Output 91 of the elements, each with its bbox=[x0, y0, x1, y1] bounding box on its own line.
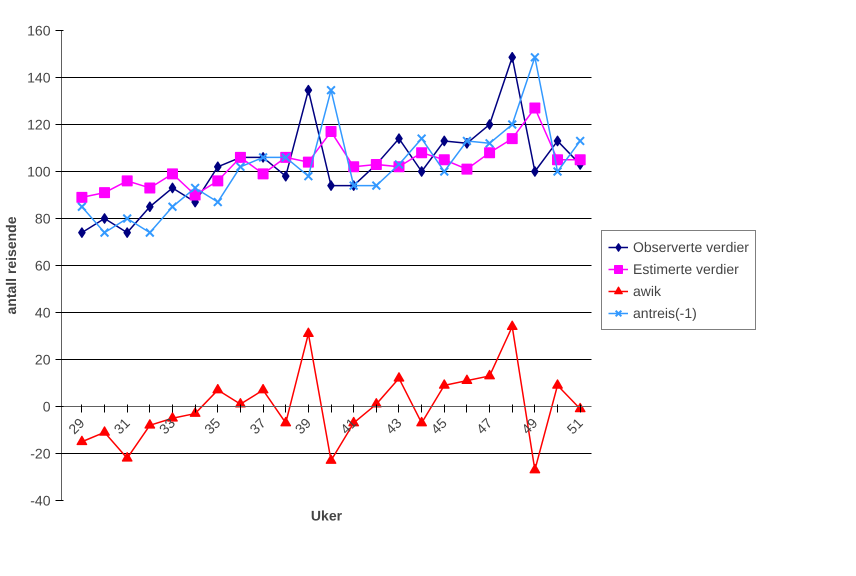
x-tick-label: 47 bbox=[472, 414, 496, 438]
point bbox=[303, 171, 314, 182]
point bbox=[100, 213, 108, 224]
legend-label: awik bbox=[633, 283, 662, 299]
point bbox=[302, 327, 314, 338]
y-tick-label: 80 bbox=[34, 210, 51, 226]
point bbox=[416, 134, 427, 144]
point bbox=[282, 170, 290, 182]
y-tick-label: 140 bbox=[27, 70, 51, 86]
point bbox=[99, 187, 110, 198]
point bbox=[531, 166, 539, 177]
point bbox=[123, 227, 132, 238]
x-tick-label: 37 bbox=[246, 414, 269, 438]
x-tick-label: 33 bbox=[156, 414, 178, 438]
point bbox=[122, 175, 133, 186]
point bbox=[508, 52, 516, 63]
point bbox=[326, 85, 336, 96]
x-tick-label: 49 bbox=[518, 414, 541, 438]
y-tick-label: 160 bbox=[27, 22, 51, 38]
point bbox=[529, 102, 540, 114]
point bbox=[574, 154, 586, 166]
point bbox=[236, 162, 246, 172]
legend-label: Observerte verdier bbox=[633, 239, 749, 255]
point bbox=[552, 379, 564, 389]
x-tick-label: 35 bbox=[201, 414, 224, 438]
x-tick-label: 41 bbox=[337, 414, 360, 438]
point bbox=[416, 416, 428, 426]
point bbox=[506, 320, 518, 330]
point bbox=[438, 379, 450, 389]
point bbox=[100, 228, 110, 238]
x-axis-title: Uker bbox=[310, 508, 343, 524]
point bbox=[326, 454, 337, 464]
point bbox=[212, 175, 224, 186]
point bbox=[168, 202, 178, 212]
point bbox=[484, 370, 496, 380]
x-tick-label: 29 bbox=[65, 414, 88, 438]
point bbox=[371, 180, 382, 190]
point bbox=[99, 426, 110, 436]
point bbox=[212, 197, 223, 207]
point bbox=[326, 126, 337, 138]
y-tick-label: 20 bbox=[34, 352, 51, 368]
y-tick-label: 40 bbox=[34, 304, 51, 320]
x-tick-label: 43 bbox=[382, 414, 405, 438]
point bbox=[461, 374, 472, 384]
point bbox=[440, 135, 448, 146]
y-tick-label: 60 bbox=[34, 258, 51, 274]
point bbox=[506, 133, 518, 144]
point bbox=[144, 182, 156, 194]
point bbox=[122, 452, 133, 462]
y-tick-label: 120 bbox=[27, 116, 51, 132]
x-tick-label: 39 bbox=[292, 414, 314, 438]
point bbox=[258, 168, 269, 180]
point bbox=[144, 228, 155, 238]
point bbox=[280, 416, 292, 426]
y-tick-label: 0 bbox=[42, 398, 51, 414]
point bbox=[393, 372, 404, 382]
point bbox=[552, 166, 562, 176]
point bbox=[486, 119, 494, 130]
point bbox=[258, 384, 269, 394]
x-tick-label: 31 bbox=[110, 414, 133, 438]
point bbox=[438, 154, 450, 166]
point bbox=[394, 160, 404, 170]
x-tick-label: 51 bbox=[564, 414, 586, 438]
point bbox=[529, 464, 540, 474]
x-tick-label: 45 bbox=[428, 414, 450, 438]
point bbox=[190, 407, 201, 417]
point bbox=[122, 214, 132, 224]
point bbox=[575, 136, 586, 146]
legend-label: antreis(-1) bbox=[633, 305, 697, 321]
point bbox=[418, 166, 426, 177]
point bbox=[190, 183, 200, 193]
point bbox=[461, 164, 472, 175]
point bbox=[144, 419, 156, 429]
y-tick-label: -20 bbox=[30, 446, 51, 462]
point bbox=[76, 435, 88, 446]
point bbox=[214, 161, 222, 172]
point bbox=[484, 138, 494, 148]
y-axis-title: antall reisende bbox=[3, 216, 20, 315]
point bbox=[212, 384, 224, 394]
point bbox=[530, 52, 540, 62]
point bbox=[462, 136, 472, 146]
legend-label: Estimerte verdier bbox=[633, 261, 739, 277]
point bbox=[439, 166, 450, 176]
y-tick-label: -40 bbox=[30, 492, 51, 508]
point bbox=[76, 192, 88, 203]
point bbox=[484, 147, 496, 158]
point bbox=[416, 147, 428, 158]
point bbox=[507, 120, 518, 130]
y-tick-label: 100 bbox=[27, 164, 51, 180]
point bbox=[166, 168, 178, 180]
point bbox=[76, 202, 87, 212]
